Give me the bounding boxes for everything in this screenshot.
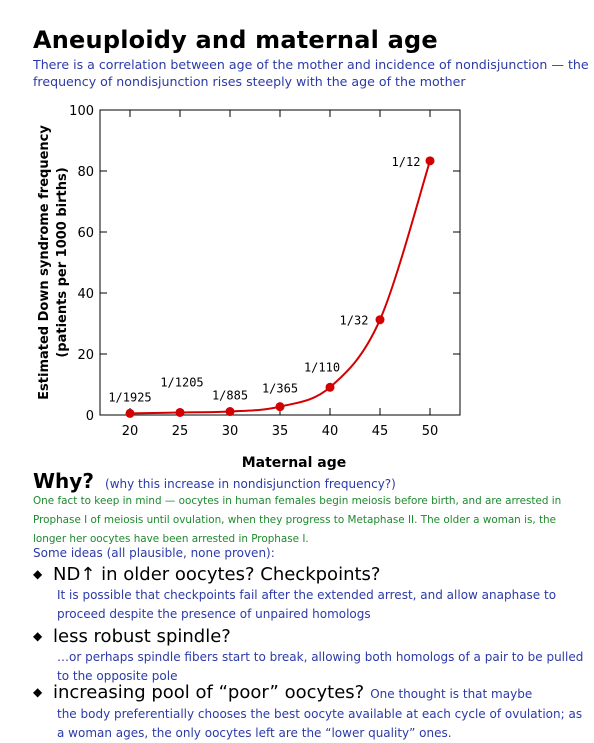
- y-tick-label: 20: [77, 348, 94, 363]
- x-tick-label: 50: [422, 424, 439, 439]
- diamond-bullet-icon: ◆: [33, 685, 43, 699]
- data-label: 1/32: [340, 314, 369, 328]
- why-note: (why this increase in nondisjunction fre…: [105, 477, 396, 491]
- data-point: [425, 156, 435, 166]
- data-point: [275, 402, 285, 412]
- idea-poor-oocytes: ◆ increasing pool of “poor” oocytes? One t…: [33, 681, 589, 743]
- diamond-bullet-icon: ◆: [33, 567, 43, 581]
- y-tick-label: 0: [86, 409, 94, 424]
- data-label: 1/110: [304, 360, 340, 374]
- y-tick-label: 60: [77, 226, 94, 241]
- diamond-bullet-icon: ◆: [33, 629, 43, 643]
- x-tick-label: 45: [372, 424, 389, 439]
- idea-spindle-title: less robust spindle?: [53, 626, 231, 647]
- idea-checkpoints-heading: ◆ ND↑ in older oocytes? Checkpoints?: [33, 563, 589, 586]
- y-tick-label: 80: [77, 165, 94, 180]
- plot-layer: 0 20 40 60 80 100 20 25 30 35 40 45 50 Maternal age Es…: [37, 104, 461, 470]
- idea-poor-oocytes-heading: ◆ increasing pool of “poor” oocytes? One t…: [33, 681, 589, 705]
- x-tick-label: 35: [272, 424, 289, 439]
- data-label: 1/365: [262, 382, 298, 396]
- data-point: [175, 407, 185, 417]
- ideas-intro: Some ideas (all plausible, none proven):: [33, 546, 275, 560]
- x-tick-label: 25: [172, 424, 189, 439]
- data-label: 1/1925: [108, 390, 151, 404]
- idea-checkpoints: ◆ ND↑ in older oocytes? Checkpoints? It i…: [33, 563, 589, 624]
- idea-checkpoints-body: It is possible that checkpoints fail aft…: [57, 588, 557, 621]
- idea-poor-oocytes-body: the body preferentially chooses the best…: [57, 707, 583, 740]
- y-tick-label: 100: [69, 104, 94, 119]
- idea-poor-oocytes-note: One thought is that maybe: [370, 687, 533, 701]
- x-axis-label: Maternal age: [242, 455, 347, 470]
- oocyte-fact: One fact to keep in mind — oocytes in hu…: [33, 495, 562, 545]
- data-label: 1/885: [212, 389, 248, 403]
- data-point: [325, 382, 335, 392]
- x-tick-label: 30: [222, 424, 239, 439]
- chart-svg: 0 20 40 60 80 100 20 25 30 35 40 45 50 Maternal age Es…: [37, 104, 461, 470]
- why-heading: Why?: [33, 469, 94, 493]
- idea-spindle-heading: ◆ less robust spindle?: [33, 625, 589, 648]
- y-axis-label-line2: (patients per 1000 births): [55, 167, 70, 357]
- data-point: [225, 407, 235, 417]
- why-row: Why? (why this increase in nondisjunctio…: [33, 469, 396, 493]
- idea-spindle: ◆ less robust spindle? …or perhaps spindl…: [33, 625, 589, 686]
- y-axis-label-line1: Estimated Down syndrome frequency: [37, 125, 52, 400]
- idea-poor-oocytes-title: increasing pool of “poor” oocytes?: [53, 682, 365, 703]
- data-point: [125, 408, 135, 418]
- data-point: [375, 315, 385, 325]
- y-tick-label: 40: [77, 287, 94, 302]
- x-tick-label: 20: [122, 424, 139, 439]
- idea-checkpoints-title: ND↑ in older oocytes? Checkpoints?: [53, 564, 381, 585]
- data-label: 1/1205: [160, 375, 203, 389]
- x-tick-label: 40: [322, 424, 339, 439]
- page-title: Aneuploidy and maternal age: [33, 26, 438, 54]
- idea-spindle-body: …or perhaps spindle fibers start to brea…: [57, 650, 584, 683]
- page-subtitle: There is a correlation between age of th…: [33, 57, 589, 89]
- data-label: 1/12: [392, 155, 421, 169]
- down-syndrome-chart: 0 20 40 60 80 100 20 25 30 35 40 45 50 Maternal age Es…: [0, 90, 594, 470]
